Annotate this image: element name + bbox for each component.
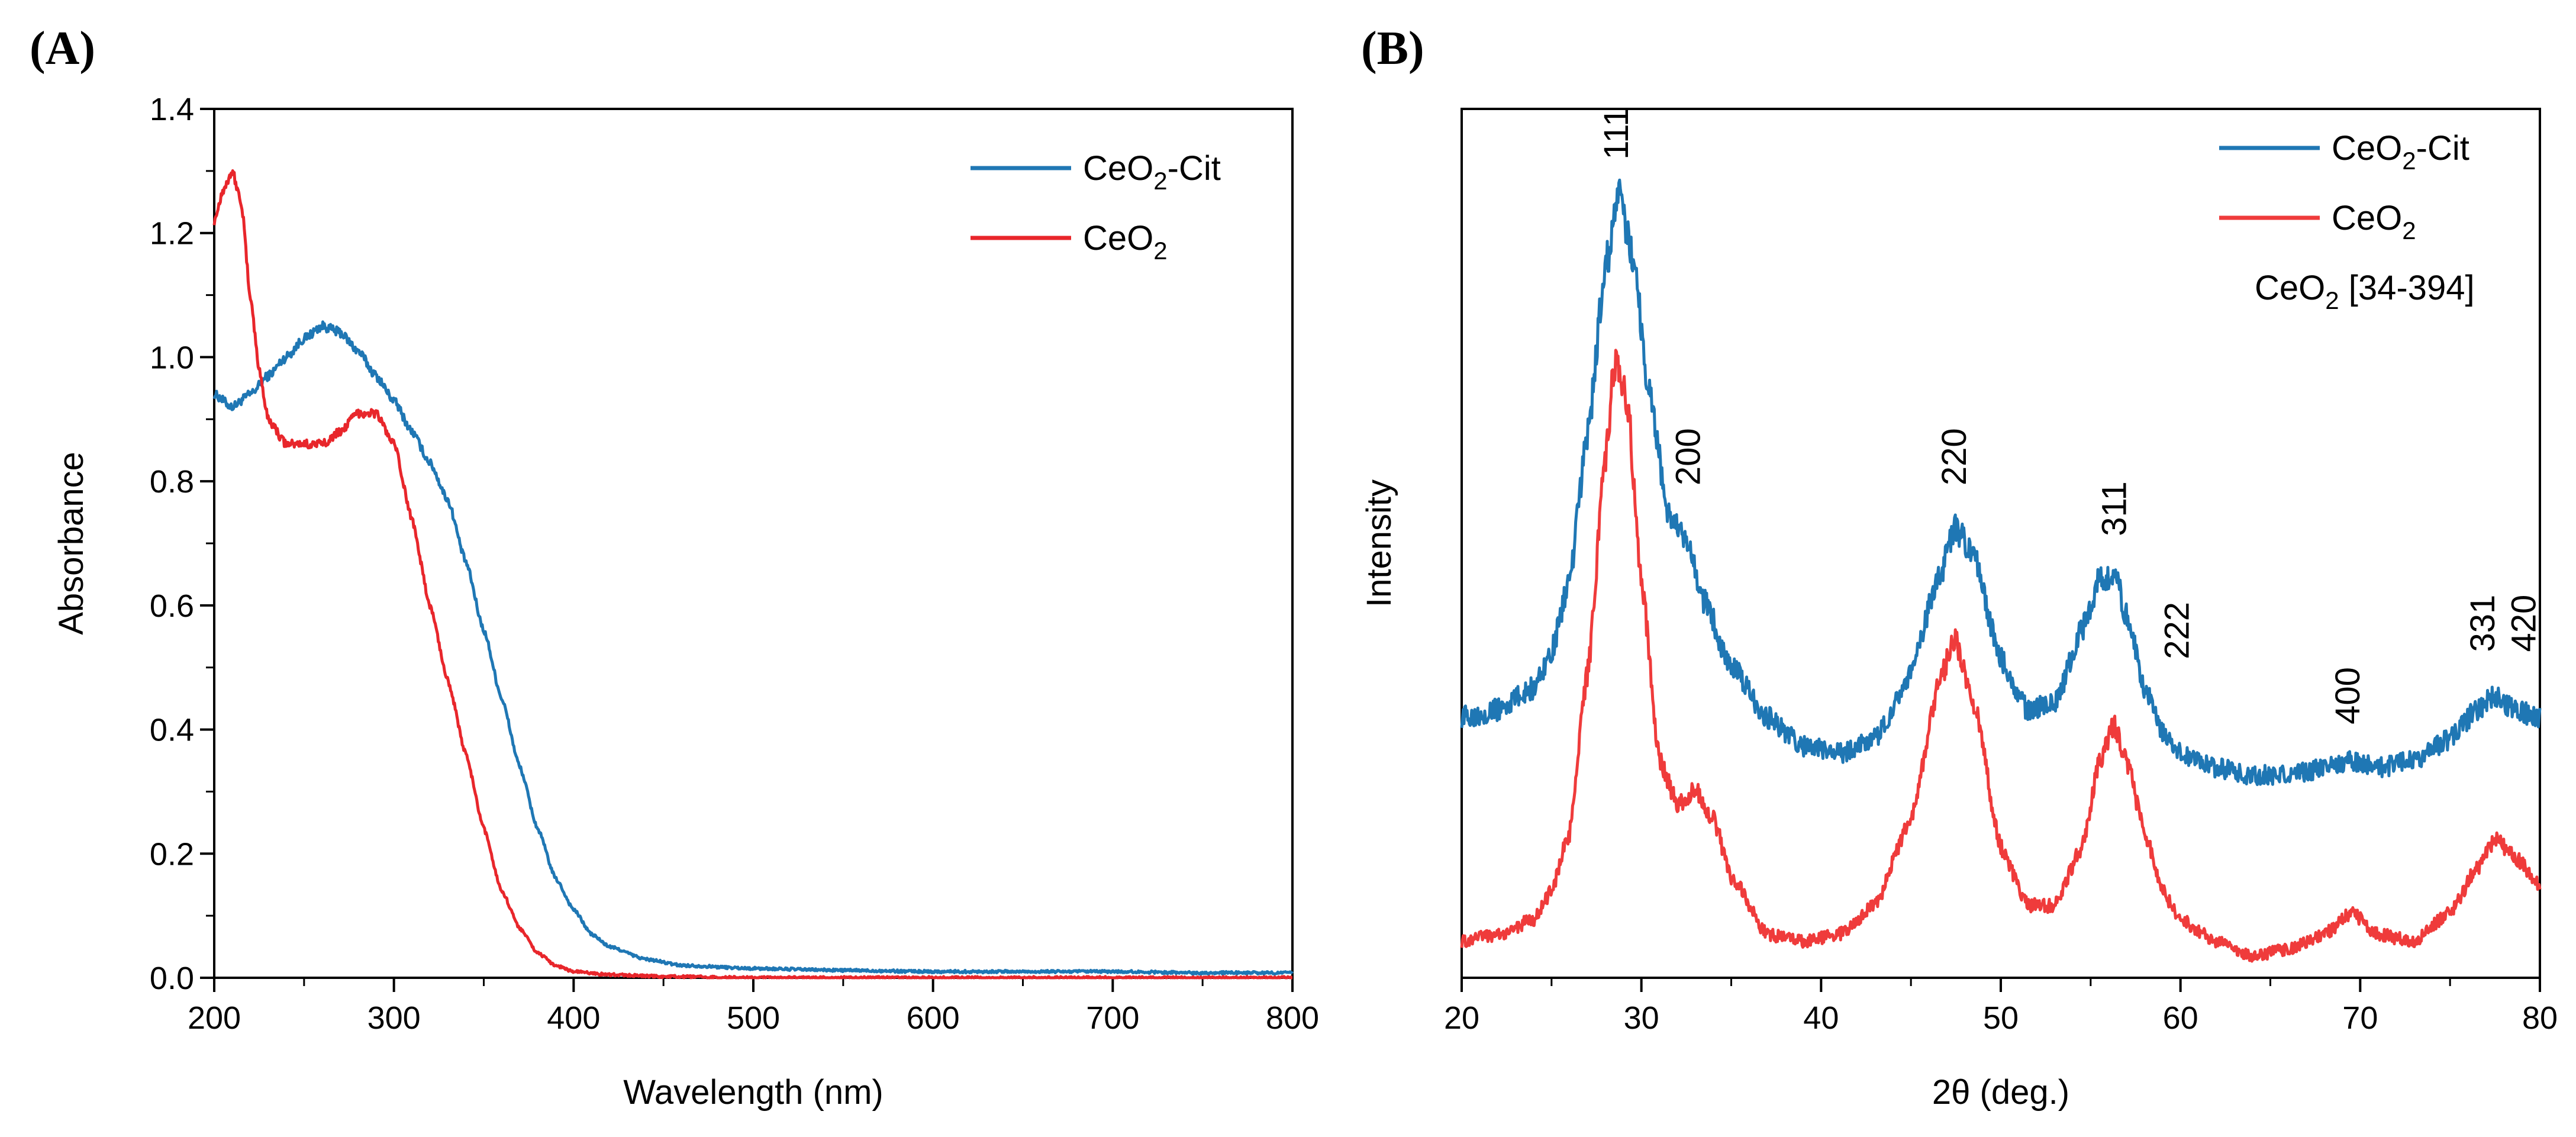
b-legend-reference-tail: [34-394] xyxy=(2339,269,2475,307)
b-peak-label-111: 111 xyxy=(1597,107,1636,159)
a-y-tick-label: 0.6 xyxy=(150,588,194,624)
b-legend-reference-sub: 2 xyxy=(2325,286,2339,314)
b-peak-label-331: 331 xyxy=(2464,595,2502,652)
a-y-tick-label: 0.4 xyxy=(150,713,194,748)
a-y-tick-label: 0.8 xyxy=(150,464,194,500)
panel-a-x-axis-label: Wavelength (nm) xyxy=(623,1073,883,1112)
panel-b-y-axis-label: Intensity xyxy=(1360,479,1398,607)
b-peak-label-200: 200 xyxy=(1669,428,1708,485)
panel-a-label: (A) xyxy=(30,22,95,75)
b-x-tick-label: 70 xyxy=(2342,1000,2378,1036)
a-y-tick-label: 0.2 xyxy=(150,836,194,872)
a-legend-text-sub: 2 xyxy=(1153,237,1167,265)
a-x-tick-label: 200 xyxy=(188,1000,241,1036)
a-series-line-1 xyxy=(212,169,1294,980)
panel-a-y-axis-label: Absorbance xyxy=(52,452,91,635)
b-legend-label-1: CeO2 xyxy=(2332,199,2416,244)
b-series-line-0 xyxy=(1460,178,2542,787)
a-x-tick-label: 500 xyxy=(727,1000,780,1036)
a-y-tick-label: 1.4 xyxy=(150,92,194,127)
b-peak-label-311: 311 xyxy=(2095,481,2133,536)
b-peak-label-400: 400 xyxy=(2329,667,2367,724)
b-x-tick-label: 60 xyxy=(2163,1000,2198,1036)
b-x-tick-label: 80 xyxy=(2522,1000,2558,1036)
a-x-tick-label: 800 xyxy=(1266,1000,1319,1036)
b-legend-reference: CeO2 [34-394] xyxy=(2255,269,2475,314)
b-x-tick-label: 40 xyxy=(1803,1000,1839,1036)
panel-a-absorbance-chart: (A) 200 300 400 500 600 700 800 0.0 0.2 0.4 0.6 0.8… xyxy=(30,22,1319,1112)
b-legend-text-tail: -Cit xyxy=(2416,129,2469,168)
panel-b-x-axis-label: 2θ (deg.) xyxy=(1932,1073,2069,1112)
a-legend-text-base: CeO xyxy=(1083,149,1153,188)
b-series-line-1 xyxy=(1460,349,2542,963)
a-x-tick-label: 600 xyxy=(907,1000,960,1036)
a-y-tick-label: 0.0 xyxy=(150,961,194,996)
b-legend-text-base: CeO xyxy=(2332,129,2402,168)
a-legend-text-sub: 2 xyxy=(1153,167,1167,195)
a-legend-label-0: CeO2-Cit xyxy=(1083,149,1221,195)
b-legend-text-sub: 2 xyxy=(2402,147,2416,175)
a-legend-text-tail: -Cit xyxy=(1168,149,1221,188)
a-legend-label-1: CeO2 xyxy=(1083,219,1168,265)
b-legend-text-sub: 2 xyxy=(2402,217,2416,244)
b-peak-label-420: 420 xyxy=(2505,595,2543,652)
b-x-tick-label: 50 xyxy=(1983,1000,2019,1036)
a-legend-text-base: CeO xyxy=(1083,219,1153,257)
a-x-tick-label: 700 xyxy=(1086,1000,1139,1036)
a-y-tick-label: 1.2 xyxy=(150,216,194,252)
b-legend-label-0: CeO2-Cit xyxy=(2332,129,2469,175)
b-peak-label-222: 222 xyxy=(2158,602,2197,659)
a-x-tick-label: 400 xyxy=(547,1000,600,1036)
b-x-tick-label: 30 xyxy=(1624,1000,1659,1036)
b-legend-text-base: CeO xyxy=(2332,199,2402,237)
a-y-tick-label: 1.0 xyxy=(150,340,194,375)
b-legend-reference-base: CeO xyxy=(2255,269,2325,307)
b-peak-label-220: 220 xyxy=(1935,428,1974,485)
a-x-tick-label: 300 xyxy=(367,1000,421,1036)
panel-b-label: (B) xyxy=(1361,22,1424,75)
b-x-tick-label: 20 xyxy=(1444,1000,1479,1036)
a-series-line-0 xyxy=(212,320,1294,976)
